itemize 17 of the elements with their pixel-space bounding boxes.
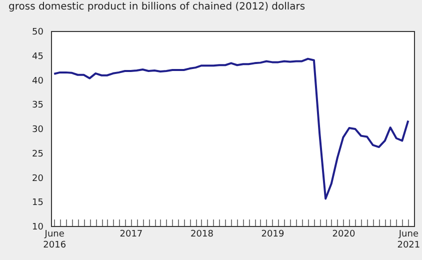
x-tick-label: 2020: [332, 230, 356, 240]
y-tick-label: 10: [32, 222, 44, 232]
x-tick-label: June 2021: [397, 230, 420, 250]
x-tick-label: June 2016: [43, 230, 66, 250]
y-tick-label: 25: [32, 149, 44, 160]
y-axis-title: gross domestic product in billions of chained (2012) dollars: [8, 2, 306, 12]
y-tick-label: 45: [32, 52, 44, 62]
y-tick-label: 30: [32, 125, 44, 135]
x-tick-label: 2018: [190, 230, 214, 240]
line-series: [53, 58, 410, 200]
y-tick-label: 20: [32, 174, 44, 184]
y-tick-label: 15: [32, 198, 44, 208]
y-tick-label: 50: [32, 28, 44, 38]
x-tick-label: 2019: [261, 230, 284, 240]
y-tick-label: 40: [32, 76, 44, 86]
x-tick-label: 2017: [120, 230, 143, 240]
y-tick-label: 35: [32, 100, 44, 111]
